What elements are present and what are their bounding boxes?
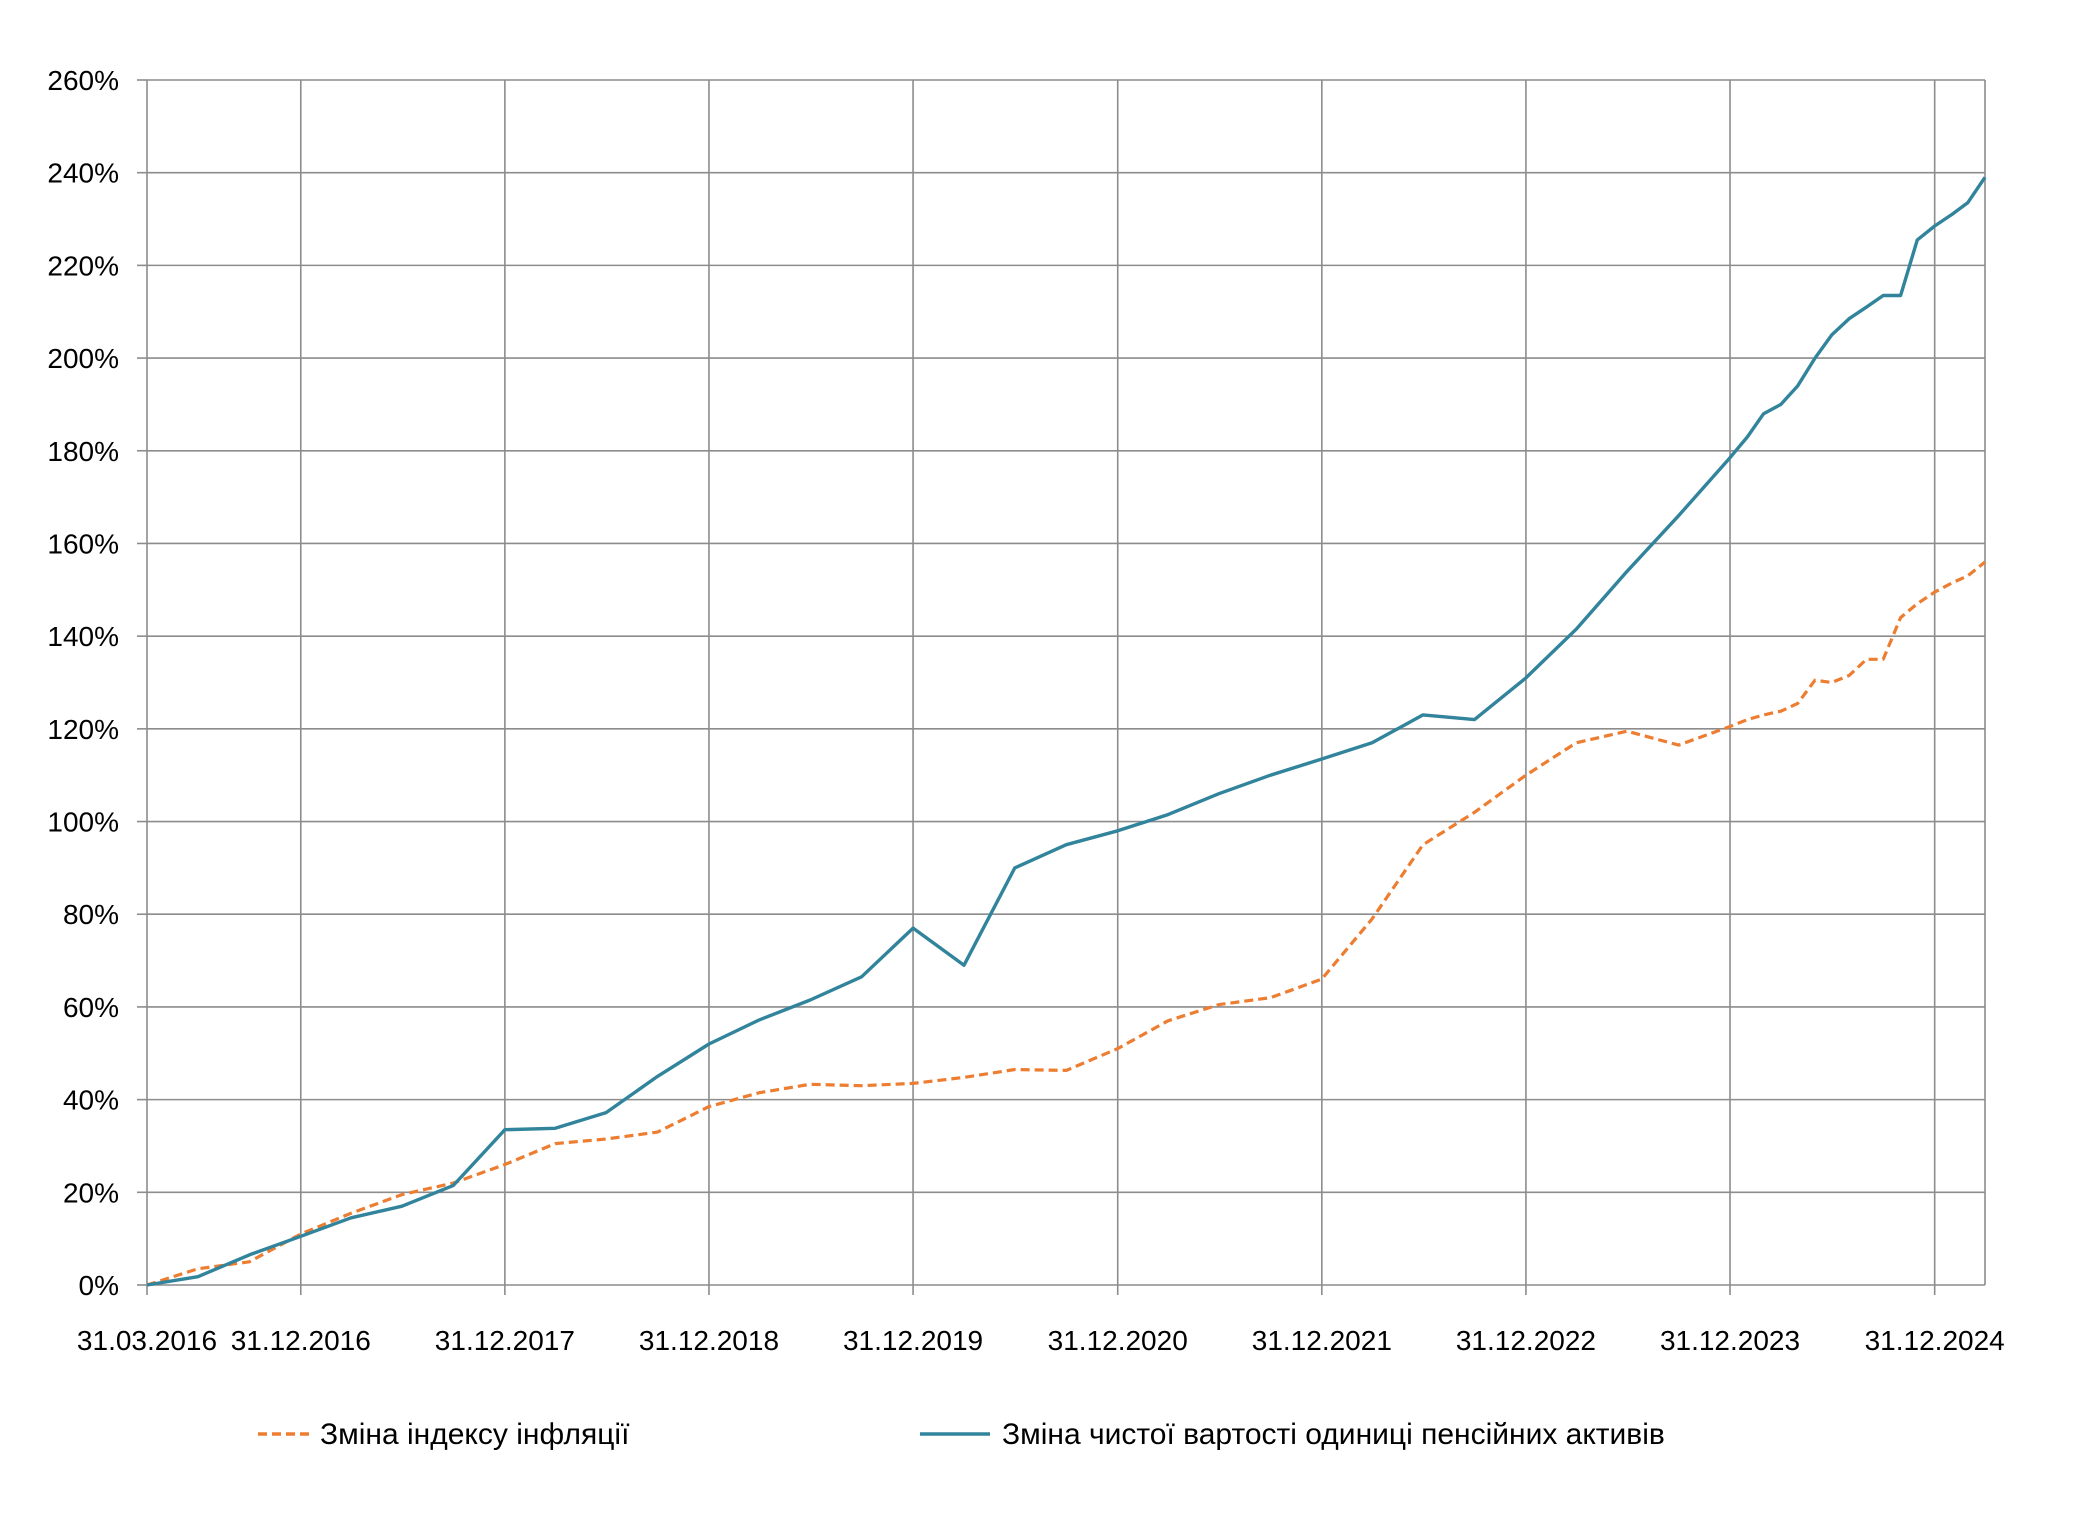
y-tick-label: 260% xyxy=(47,65,119,96)
y-tick-label: 140% xyxy=(47,621,119,652)
y-tick-label: 120% xyxy=(47,714,119,745)
x-tick-label: 31.12.2019 xyxy=(843,1325,983,1356)
x-tick-label: 31.12.2022 xyxy=(1456,1325,1596,1356)
y-tick-label: 180% xyxy=(47,436,119,467)
x-tick-label: 31.12.2024 xyxy=(1865,1325,2005,1356)
y-tick-label: 0% xyxy=(79,1270,119,1301)
legend: Зміна індексу інфляції Зміна чистої варт… xyxy=(258,1418,1665,1451)
gridlines xyxy=(146,79,1986,1295)
y-axis-ticks: 0% 20% 40% 60% 80% 100% 120% 140% 160% 180% 200% 22… xyxy=(47,65,147,1301)
series-line-inflation xyxy=(146,560,1987,1287)
x-tick-label: 31.12.2018 xyxy=(639,1325,779,1356)
series-line-nav xyxy=(146,176,1987,1287)
y-tick-label: 60% xyxy=(63,992,119,1023)
x-tick-label: 31.12.2016 xyxy=(231,1325,371,1356)
y-tick-label: 200% xyxy=(47,343,119,374)
x-tick-label: 31.12.2021 xyxy=(1252,1325,1392,1356)
y-tick-label: 100% xyxy=(47,807,119,838)
y-tick-label: 160% xyxy=(47,528,119,559)
x-tick-label: 31.12.2017 xyxy=(435,1325,575,1356)
y-tick-label: 240% xyxy=(47,158,119,189)
y-tick-label: 40% xyxy=(63,1085,119,1116)
x-tick-label: 31.12.2020 xyxy=(1048,1325,1188,1356)
legend-label-nav: Зміна чистої вартості одиниці пенсійних … xyxy=(1002,1418,1665,1451)
series-layer xyxy=(146,176,1987,1287)
legend-label-inflation: Зміна індексу інфляції xyxy=(320,1418,630,1451)
y-tick-label: 220% xyxy=(47,250,119,281)
y-tick-label: 80% xyxy=(63,899,119,930)
y-tick-label: 20% xyxy=(63,1177,119,1208)
x-tick-label: 31.12.2023 xyxy=(1660,1325,1800,1356)
x-tick-label: 31.03.2016 xyxy=(77,1325,217,1356)
x-axis-ticks: 31.03.2016 31.12.2016 31.12.2017 31.12.2018… xyxy=(77,1325,2005,1356)
